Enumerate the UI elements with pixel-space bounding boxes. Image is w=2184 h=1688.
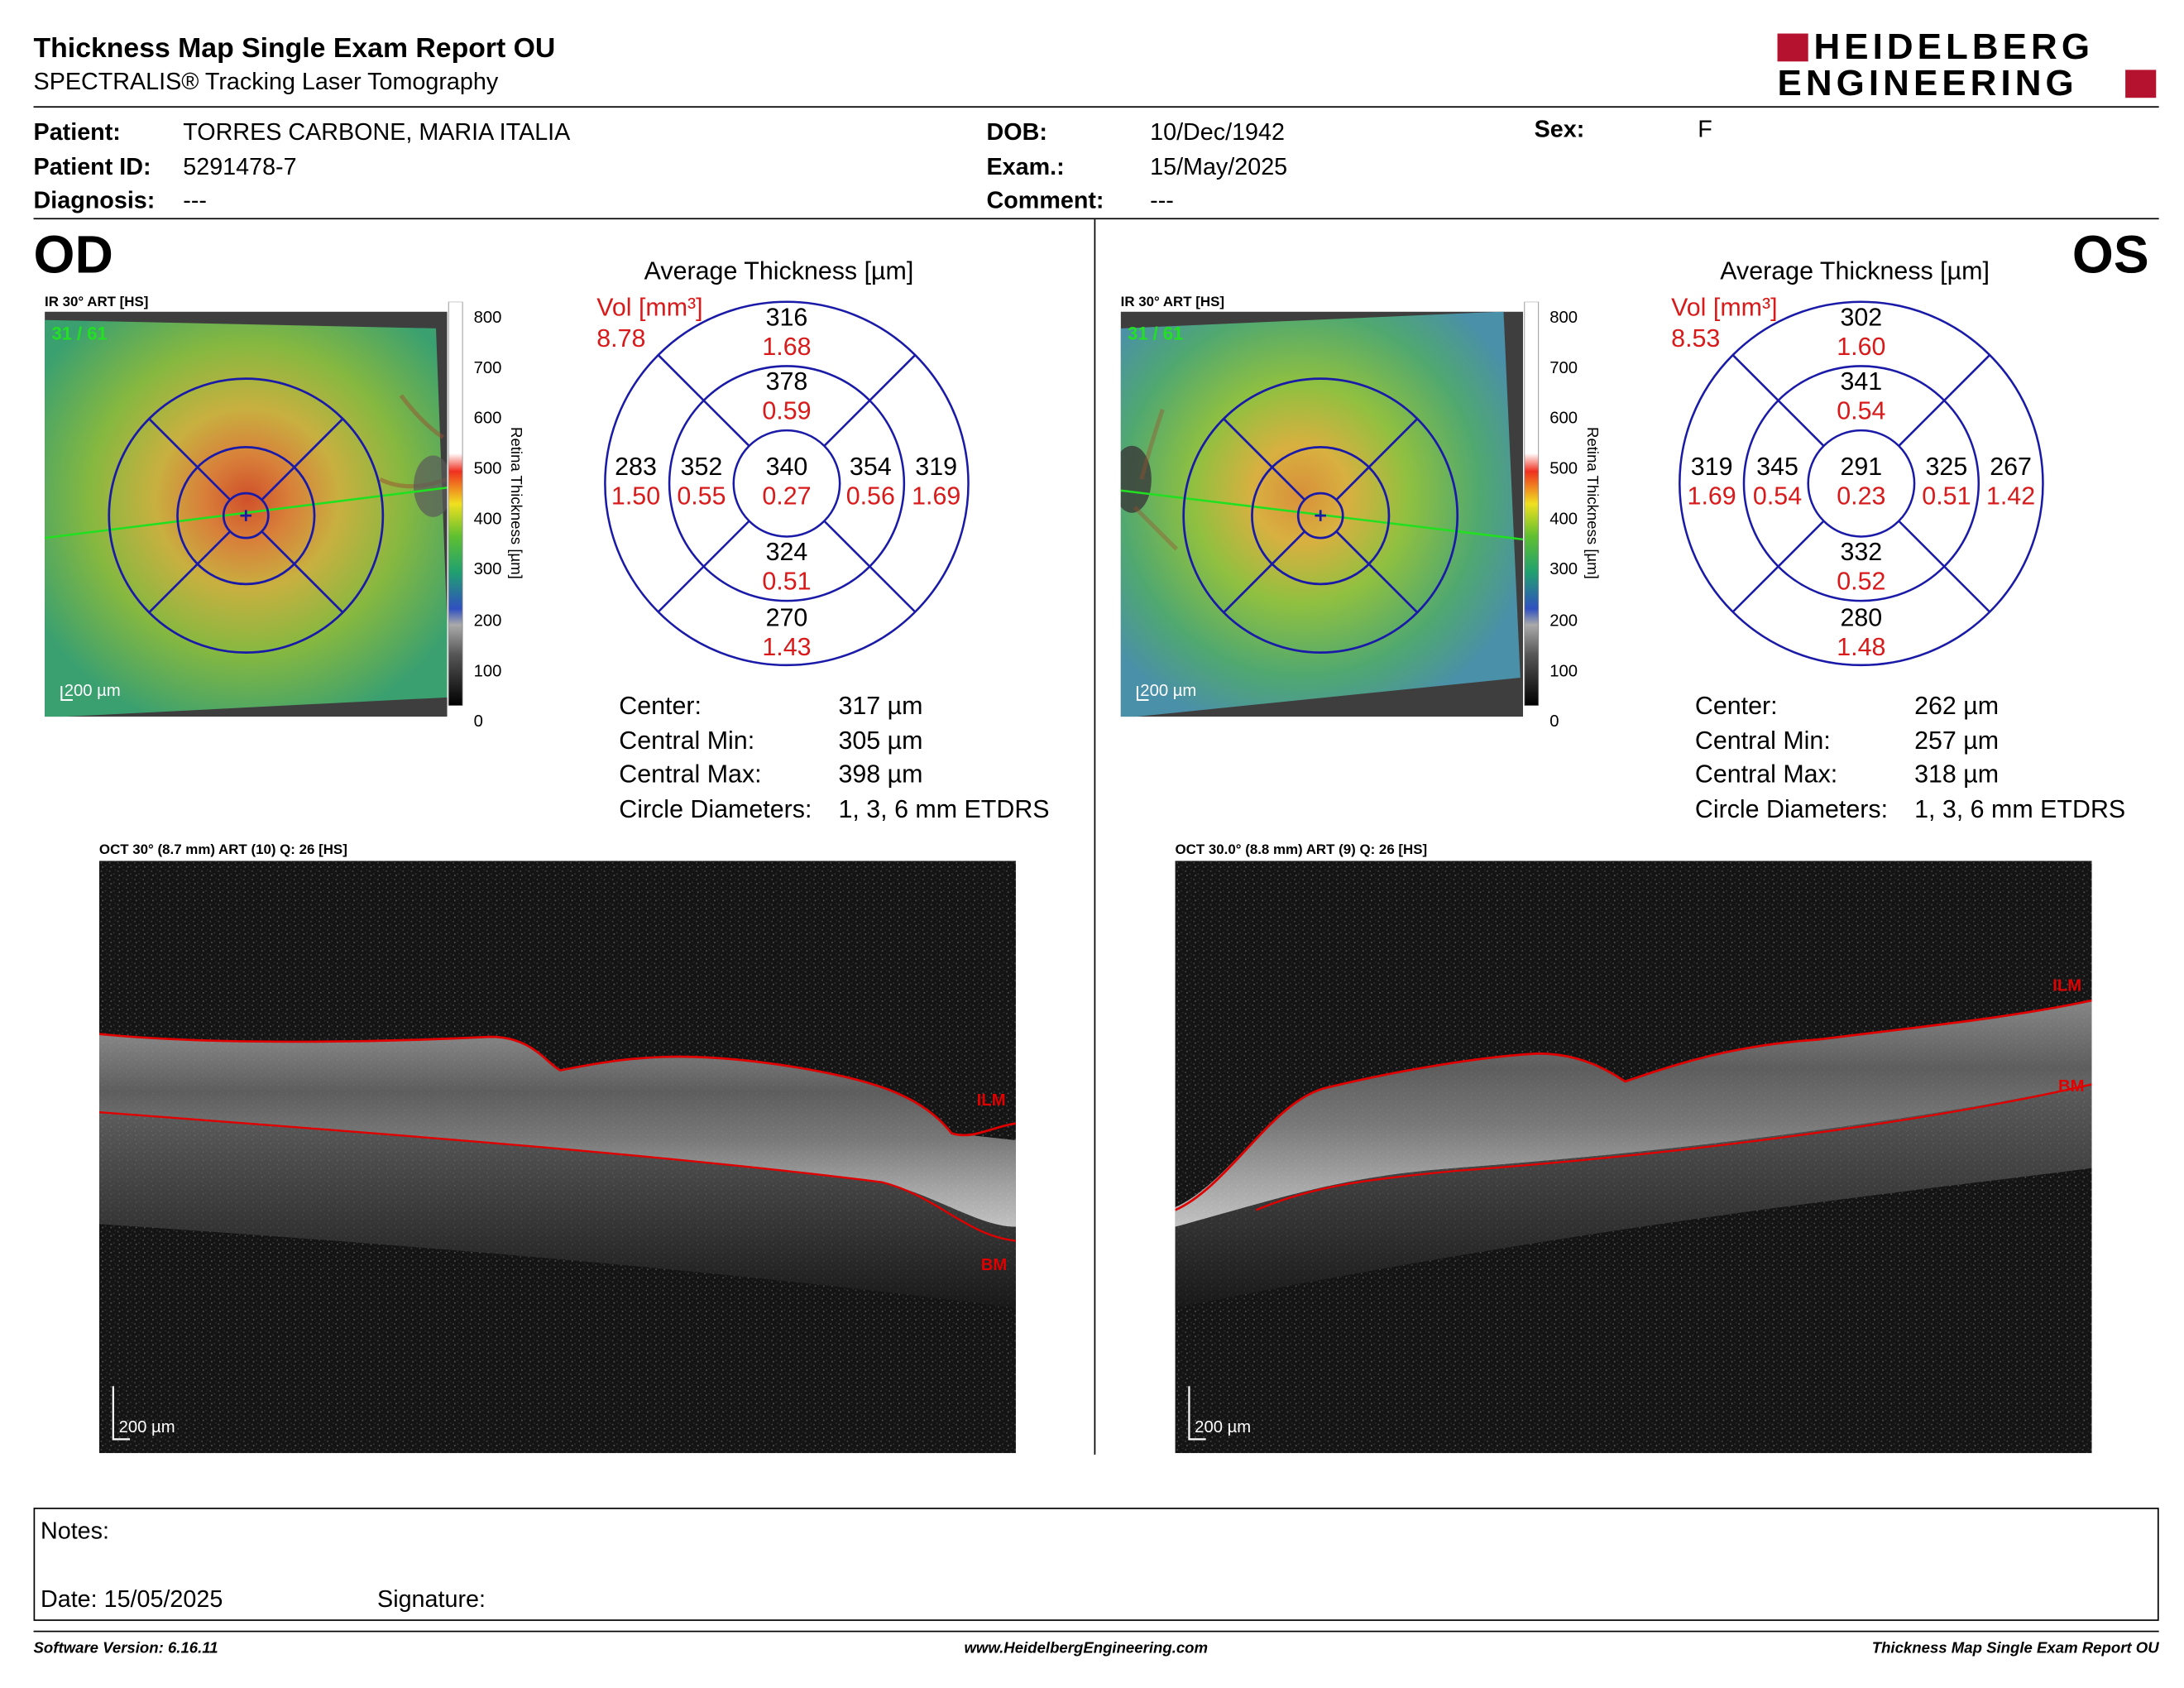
report-subtitle: SPECTRALIS® Tracking Laser Tomography [33, 68, 499, 95]
os-colorbar-ticks: 800 700 600 500 400 300 200 100 0 [1549, 307, 1578, 731]
os-sector-outer-bottom: 280 1.48 [1837, 603, 1886, 661]
od-sector-inner-bottom: 324 0.51 [762, 538, 812, 596]
os-sector-center: 291 0.23 [1837, 453, 1886, 511]
dob-label: DOB: [986, 118, 1047, 146]
eye-label-os: OS [2071, 226, 2149, 285]
od-oct-label: OCT 30° (8.7 mm) ART (10) Q: 26 [HS] [98, 842, 347, 858]
sex-label: Sex: [1534, 116, 1585, 143]
od-min-value: 305 µm [838, 726, 923, 755]
os-oct-bscan: ILM BM 200 µm [1175, 861, 2092, 1454]
os-sector-outer-top: 302 1.60 [1837, 303, 1886, 361]
logo-square-top [1777, 33, 1808, 62]
od-colorbar-label: Retina Thickness [µm] [507, 427, 524, 579]
os-stats-labels: Center: Central Min: Central Max: Circle D… [1694, 691, 1889, 822]
od-sector-outer-right: 319 1.69 [912, 453, 961, 511]
patient-id: 5291478-7 [183, 152, 297, 180]
heidelberg-logo: HEIDELBERG ENGINEERING [1777, 28, 2162, 103]
patient-label: Patient: [33, 118, 121, 146]
od-colorbar-ticks: 800 700 600 500 400 300 200 100 0 [473, 307, 502, 731]
exam-value: 15/May/2025 [1150, 152, 1288, 180]
od-ir-label: IR 30° ART [HS] [45, 295, 149, 310]
od-oct-scale: 200 µm [118, 1417, 175, 1436]
center-divider [1094, 219, 1096, 1455]
od-sector-inner-right: 354 0.56 [845, 453, 895, 511]
os-sector-inner-right: 325 0.51 [1922, 453, 1971, 511]
patient-name: TORRES CARBONE, MARIA ITALIA [183, 118, 571, 146]
signature-label: Signature: [377, 1585, 486, 1613]
os-ilm-label: ILM [2052, 975, 2082, 995]
od-vol-total: 8.78 [596, 324, 646, 352]
os-oct-label: OCT 30.0° (8.8 mm) ART (9) Q: 26 [HS] [1175, 842, 1428, 858]
od-diam-value: 1, 3, 6 mm ETDRS [838, 794, 1050, 822]
od-stats-labels: Center: Central Min: Central Max: Circle D… [619, 691, 812, 822]
comment-label: Comment: [986, 187, 1104, 214]
os-sector-inner-bottom: 332 0.52 [1837, 538, 1886, 596]
os-map-scale: 200 µm [1140, 680, 1197, 701]
od-sector-inner-left: 352 0.55 [677, 453, 726, 511]
od-avg-title: Average Thickness [µm] [644, 257, 914, 285]
od-sector-outer-left: 283 1.50 [611, 453, 661, 511]
od-center-value: 317 µm [838, 691, 923, 720]
od-sector-outer-top: 316 1.68 [762, 303, 812, 361]
od-thickness-map: 31 / 61 200 µm [45, 311, 448, 717]
dob-value: 10/Dec/1942 [1150, 118, 1285, 146]
patient-labels: Patient: Patient ID: Diagnosis: [34, 116, 156, 218]
os-max-value: 318 µm [1914, 760, 2000, 789]
os-vol-label: Vol [mm³] 8.53 [1671, 293, 1778, 352]
report-title: Thickness Map Single Exam Report OU [33, 33, 556, 65]
os-thickness-map: 31 / 61 200 µm [1120, 311, 1524, 717]
notes-box: Notes: Date: 15/05/2025 Signature: [33, 1508, 2159, 1621]
od-bm-label: BM [980, 1254, 1008, 1275]
exam-label: Exam.: [986, 152, 1065, 180]
eye-label-od: OD [33, 226, 113, 285]
os-ir-label: IR 30° ART [HS] [1120, 295, 1224, 310]
os-sector-outer-left: 319 1.69 [1687, 453, 1736, 511]
diagnosis-value: --- [183, 187, 207, 214]
os-colorbar [1523, 301, 1540, 707]
os-diam-value: 1, 3, 6 mm ETDRS [1914, 794, 2126, 822]
patient-id-label: Patient ID: [33, 152, 151, 180]
os-etdrs-grid [1677, 299, 2046, 668]
logo-square-bottom [2125, 70, 2157, 98]
exam-labels: DOB: Exam.: Comment: [987, 116, 1104, 218]
od-colorbar [448, 301, 464, 707]
os-sector-inner-left: 345 0.54 [1752, 453, 1803, 511]
os-sector-inner-top: 341 0.54 [1837, 367, 1886, 425]
od-max-value: 398 µm [838, 760, 923, 789]
software-version: Software Version: 6.16.11 [33, 1640, 218, 1657]
os-colorbar-label: Retina Thickness [µm] [1583, 427, 1601, 579]
od-ilm-label: ILM [976, 1090, 1006, 1110]
od-oct-bscan: ILM BM 200 µm [98, 861, 1016, 1454]
patient-values: TORRES CARBONE, MARIA ITALIA 5291478-7 -… [183, 116, 570, 218]
notes-label: Notes: [40, 1517, 109, 1545]
os-vol-total: 8.53 [1671, 324, 1721, 352]
website-link[interactable]: www.HeidelbergEngineering.com [964, 1640, 1209, 1657]
os-sector-outer-right: 267 1.42 [1986, 453, 2036, 511]
od-stats-values: 317 µm 305 µm 398 µm 1, 3, 6 mm ETDRS [838, 689, 1049, 826]
os-avg-title: Average Thickness [µm] [1720, 257, 1990, 285]
od-sector-outer-bottom: 270 1.43 [762, 603, 812, 661]
date-label: Date: 15/05/2025 [40, 1585, 223, 1613]
od-frame-counter: 31 / 61 [51, 323, 108, 344]
os-bm-label: BM [2058, 1076, 2085, 1096]
sex-value: F [1698, 116, 1712, 143]
od-vol-label: Vol [mm³] 8.78 [596, 293, 703, 352]
exam-values: 10/Dec/1942 15/May/2025 --- [1150, 116, 1287, 218]
od-sector-inner-top: 378 0.59 [762, 367, 812, 425]
os-frame-counter: 31 / 61 [1128, 323, 1184, 344]
os-stats-values: 262 µm 257 µm 318 µm 1, 3, 6 mm ETDRS [1914, 689, 2125, 826]
footer-report-title: Thickness Map Single Exam Report OU [1871, 1640, 2159, 1657]
comment-value: --- [1150, 187, 1174, 214]
od-map-scale: 200 µm [64, 680, 121, 701]
diagnosis-label: Diagnosis: [33, 187, 156, 214]
os-min-value: 257 µm [1914, 726, 2000, 755]
od-etdrs-grid [602, 299, 971, 668]
od-sector-center: 340 0.27 [762, 453, 812, 511]
os-center-value: 262 µm [1914, 691, 2000, 720]
os-oct-scale: 200 µm [1195, 1417, 1252, 1436]
